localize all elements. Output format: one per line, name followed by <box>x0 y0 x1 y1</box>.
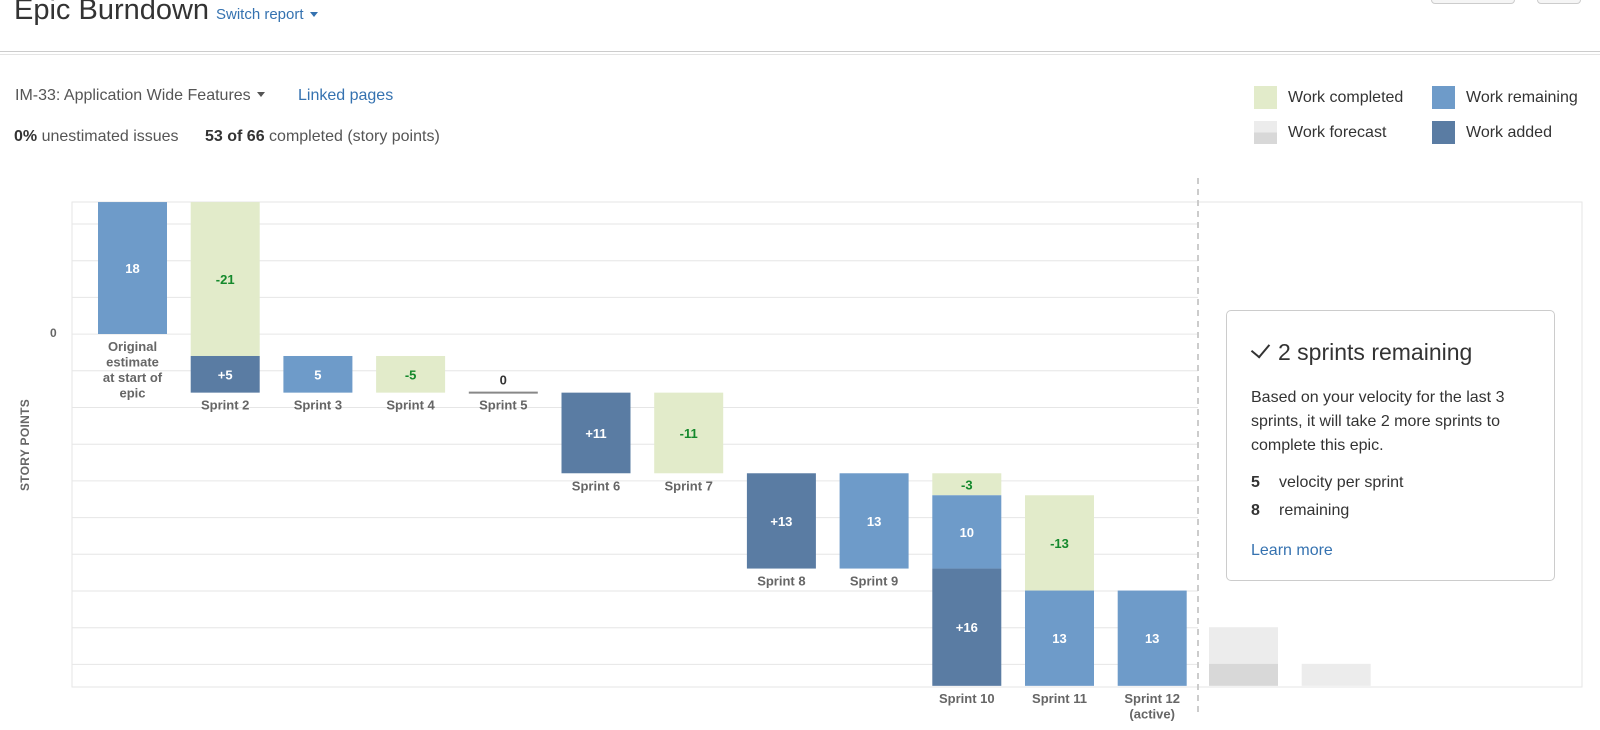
legend-label-added: Work added <box>1466 124 1552 141</box>
bar-remaining <box>839 473 909 569</box>
bar-value-label: 13 <box>867 514 881 529</box>
bar-completed <box>376 355 446 393</box>
linked-pages-link[interactable]: Linked pages <box>298 87 394 104</box>
x-tick-label: Sprint 8 <box>757 574 805 589</box>
legend-swatch-added <box>1432 121 1455 144</box>
forecast-panel: 2 sprints remaining Based on your veloci… <box>1226 310 1555 581</box>
bar-value-label: 18 <box>125 261 139 276</box>
check-icon <box>1250 338 1271 359</box>
bar-added <box>932 568 1002 686</box>
bar-value-label: -3 <box>961 477 973 492</box>
bar-value-label: -13 <box>1050 536 1069 551</box>
bar-value-label: -11 <box>680 426 698 441</box>
bar-value-label: +16 <box>956 620 978 635</box>
switch-report-label: Switch report <box>216 6 304 23</box>
bar-value-label: 5 <box>314 367 321 382</box>
chevron-down-icon <box>256 92 265 98</box>
x-tick-label: Sprint 9 <box>850 574 898 589</box>
legend-swatch-remaining <box>1432 86 1455 109</box>
bar-completed <box>190 202 260 356</box>
bar-remaining <box>283 355 353 393</box>
x-tick-label: Original estimate at start of epic <box>103 339 163 401</box>
forecast-title-text: 2 sprints remaining <box>1278 339 1473 365</box>
bar-added <box>746 473 816 569</box>
x-tick-label: Sprint 6 <box>572 478 620 493</box>
page-title: Epic Burndown <box>14 0 210 26</box>
bar-forecast <box>1209 627 1278 664</box>
bar-value-label: 0 <box>500 373 507 388</box>
unestimated-value: 0% <box>14 128 38 145</box>
remaining-row: 8 remaining <box>1251 502 1530 520</box>
x-tick-label: Sprint 11 <box>1032 691 1087 706</box>
bar-completed <box>1025 495 1094 591</box>
bar-remaining <box>932 495 1002 569</box>
completed-value: 53 of 66 <box>205 128 265 145</box>
remaining-label: remaining <box>1279 502 1350 519</box>
x-tick-label: Sprint 10 <box>939 691 995 706</box>
bar-value-label: +13 <box>770 514 792 529</box>
bar-remaining <box>98 202 167 334</box>
legend-swatch-forecast <box>1254 121 1277 144</box>
bar-remaining <box>1117 590 1187 686</box>
legend-swatch-completed <box>1254 86 1277 109</box>
epic-select-dropdown[interactable]: IM-33: Application Wide Features <box>15 87 265 105</box>
unestimated-label: unestimated issues <box>41 128 179 145</box>
bar-value-label: +11 <box>585 426 606 441</box>
bar-value-label: 13 <box>1145 631 1159 646</box>
forecast-description: Based on your velocity for the last 3 sp… <box>1251 389 1505 454</box>
remaining-value: 8 <box>1251 502 1260 519</box>
y-tick-label: 0 <box>50 326 57 340</box>
switch-report-dropdown[interactable]: Switch report <box>216 6 318 23</box>
x-tick-label: Sprint 7 <box>664 478 712 493</box>
epic-stats: 0% unestimated issues 53 of 66 completed… <box>14 128 440 146</box>
bar-value-label: 13 <box>1052 631 1066 646</box>
x-tick-label: Sprint 12 (active) <box>1124 691 1180 722</box>
header-divider <box>0 51 1600 52</box>
x-tick-label: Sprint 4 <box>386 398 435 413</box>
bar-completed <box>654 392 724 474</box>
bar-value-label: -21 <box>216 272 235 287</box>
bar-value-label: 10 <box>960 525 974 540</box>
report-header: Epic Burndown Switch report <box>0 0 1600 55</box>
velocity-label: velocity per sprint <box>1279 474 1404 491</box>
legend-label-forecast: Work forecast <box>1288 124 1387 141</box>
bar-value-label: -5 <box>405 367 417 382</box>
bar-remaining <box>1025 590 1094 686</box>
velocity-row: 5 velocity per sprint <box>1251 474 1530 492</box>
velocity-value: 5 <box>1251 474 1260 491</box>
bar-forecast <box>1301 663 1371 686</box>
bar-value-label: +5 <box>218 367 233 382</box>
bar-added <box>190 355 260 393</box>
completed-label: completed (story points) <box>269 128 440 145</box>
x-tick-label: Sprint 5 <box>479 398 527 413</box>
legend-label-remaining: Work remaining <box>1466 89 1578 106</box>
x-tick-label: Sprint 2 <box>201 398 249 413</box>
x-tick-label: Sprint 3 <box>294 398 342 413</box>
learn-more-link[interactable]: Learn more <box>1251 542 1333 559</box>
bar-added <box>561 392 631 474</box>
forecast-title: 2 sprints remaining <box>1250 338 1530 366</box>
bar-completed <box>932 473 1002 496</box>
chevron-down-icon <box>309 11 318 17</box>
epic-select-label: IM-33: Application Wide Features <box>15 87 251 104</box>
header-divider-shadow <box>0 54 1600 55</box>
bar-forecast <box>1209 663 1278 686</box>
legend-label-completed: Work completed <box>1288 89 1404 106</box>
